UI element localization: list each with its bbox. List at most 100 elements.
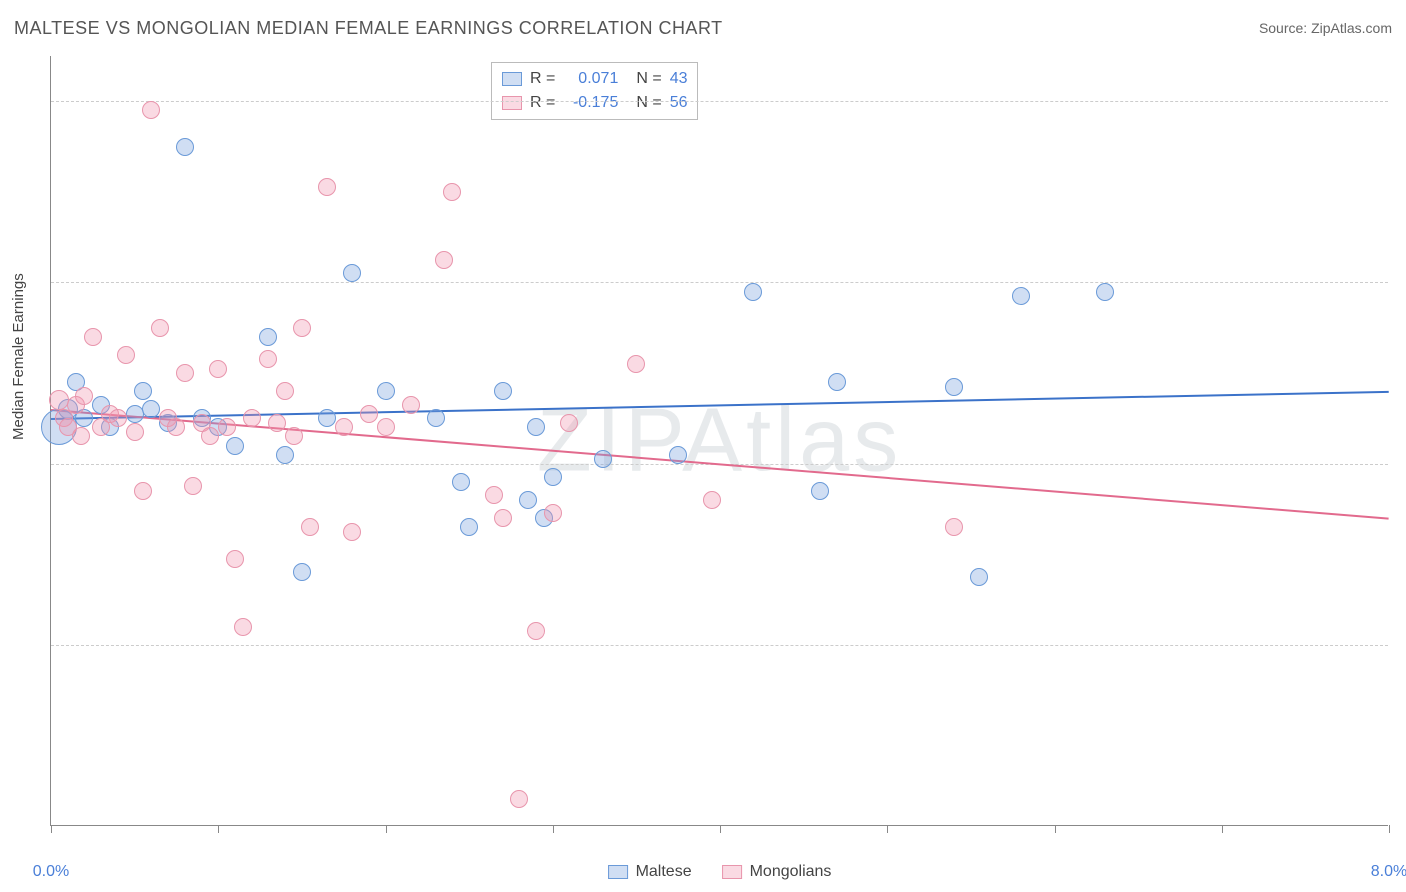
data-point [519, 491, 537, 509]
data-point [259, 328, 277, 346]
x-tick [1222, 825, 1223, 833]
data-point [527, 622, 545, 640]
data-point [560, 414, 578, 432]
x-tick [1389, 825, 1390, 833]
data-point [343, 264, 361, 282]
data-point [234, 618, 252, 636]
data-point [72, 427, 90, 445]
series-name: Maltese [636, 863, 692, 881]
data-point [443, 183, 461, 201]
x-tick [1055, 825, 1056, 833]
y-tick-label: $80,000 [1398, 92, 1406, 110]
data-point [510, 790, 528, 808]
gridline [51, 645, 1388, 646]
series-legend-item: Mongolians [722, 863, 832, 881]
data-point [703, 491, 721, 509]
data-point [811, 482, 829, 500]
x-tick [218, 825, 219, 833]
series-legend: Maltese Mongolians [608, 863, 832, 881]
legend-r-label: R = [530, 67, 555, 91]
data-point [184, 477, 202, 495]
data-point [744, 283, 762, 301]
legend-swatch [608, 865, 628, 879]
legend-n-value: 43 [670, 67, 688, 91]
data-point [276, 446, 294, 464]
data-point [167, 418, 185, 436]
legend-swatch [722, 865, 742, 879]
x-tick [887, 825, 888, 833]
data-point [377, 382, 395, 400]
series-legend-item: Maltese [608, 863, 692, 881]
source-label: Source: ZipAtlas.com [1259, 20, 1392, 36]
data-point [343, 523, 361, 541]
data-point [402, 396, 420, 414]
data-point [268, 414, 286, 432]
gridline [51, 101, 1388, 102]
data-point [226, 437, 244, 455]
data-point [49, 390, 69, 410]
data-point [460, 518, 478, 536]
data-point [427, 409, 445, 427]
legend-row: R = -0.175 N = 56 [502, 91, 687, 115]
data-point [142, 400, 160, 418]
y-tick-label: $20,000 [1398, 636, 1406, 654]
data-point [452, 473, 470, 491]
data-point [75, 387, 93, 405]
legend-r-value: 0.071 [563, 67, 618, 91]
data-point [970, 568, 988, 586]
data-point [218, 418, 236, 436]
data-point [134, 382, 152, 400]
legend-r-label: R = [530, 91, 555, 115]
data-point [945, 518, 963, 536]
x-tick [720, 825, 721, 833]
data-point [360, 405, 378, 423]
data-point [594, 450, 612, 468]
gridline [51, 282, 1388, 283]
legend-row: R = 0.071 N = 43 [502, 67, 687, 91]
data-point [226, 550, 244, 568]
data-point [84, 328, 102, 346]
data-point [485, 486, 503, 504]
data-point [243, 409, 261, 427]
data-point [494, 382, 512, 400]
data-point [109, 409, 127, 427]
data-point [544, 468, 562, 486]
data-point [117, 346, 135, 364]
legend-n-label: N = [636, 91, 661, 115]
data-point [126, 405, 144, 423]
data-point [318, 409, 336, 427]
legend-n-label: N = [636, 67, 661, 91]
x-tick [553, 825, 554, 833]
x-tick [386, 825, 387, 833]
y-axis-label: Median Female Earnings [10, 273, 27, 440]
data-point [293, 319, 311, 337]
chart-title: MALTESE VS MONGOLIAN MEDIAN FEMALE EARNI… [14, 18, 723, 39]
title-bar: MALTESE VS MONGOLIAN MEDIAN FEMALE EARNI… [14, 14, 1392, 42]
y-tick-label: $60,000 [1398, 273, 1406, 291]
data-point [669, 446, 687, 464]
plot-area: ZIPAtlas R =0.071N =43R =-0.175N =56 Mal… [50, 56, 1388, 826]
x-tick [51, 825, 52, 833]
legend-r-value: -0.175 [563, 91, 618, 115]
x-max-label: 8.0% [1371, 863, 1406, 881]
data-point [126, 423, 144, 441]
data-point [435, 251, 453, 269]
data-point [945, 378, 963, 396]
data-point [318, 178, 336, 196]
data-point [176, 138, 194, 156]
data-point [544, 504, 562, 522]
series-name: Mongolians [750, 863, 832, 881]
correlation-legend: R = 0.071 N = 43 R = -0.175 N = 56 [491, 62, 698, 120]
x-min-label: 0.0% [33, 863, 69, 881]
data-point [627, 355, 645, 373]
data-point [377, 418, 395, 436]
data-point [527, 418, 545, 436]
data-point [201, 427, 219, 445]
data-point [276, 382, 294, 400]
y-tick-label: $40,000 [1398, 455, 1406, 473]
data-point [828, 373, 846, 391]
data-point [1012, 287, 1030, 305]
legend-n-value: 56 [670, 91, 688, 115]
data-point [142, 101, 160, 119]
data-point [134, 482, 152, 500]
